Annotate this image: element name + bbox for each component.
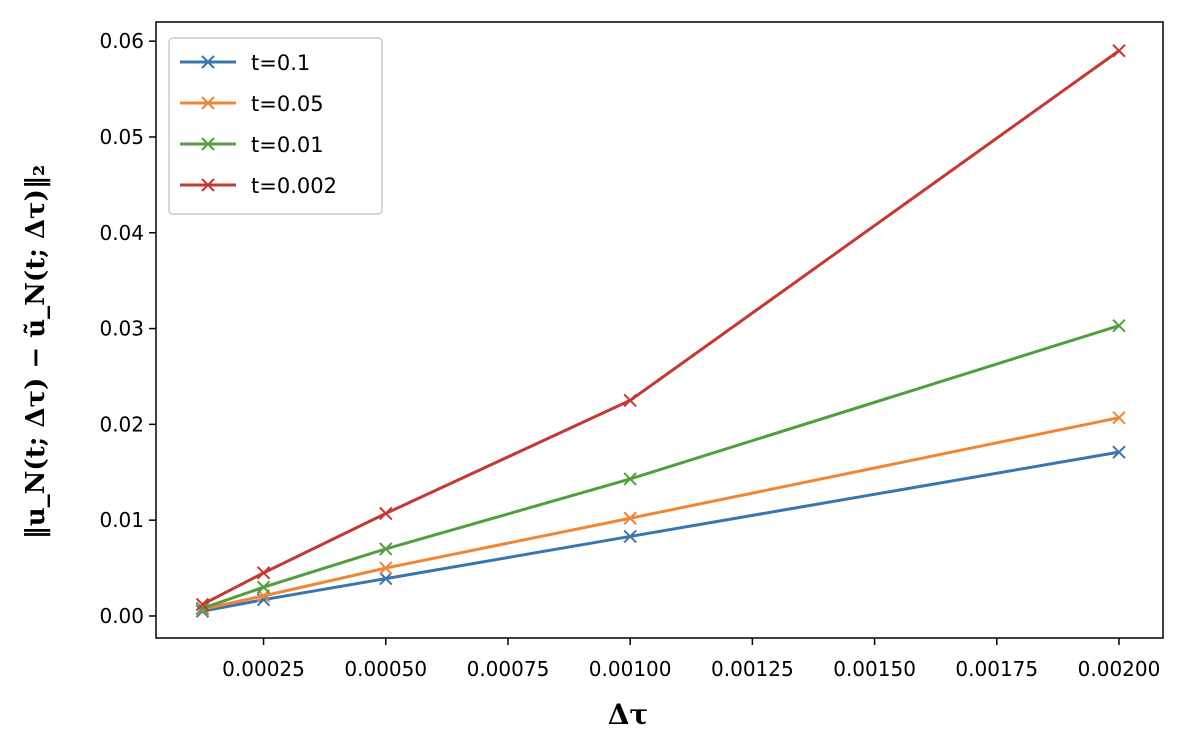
data-point: [1112, 445, 1126, 459]
data-point: [623, 393, 637, 408]
x-tick-label: 0.00150: [833, 657, 916, 681]
data-point: [1112, 318, 1126, 333]
data-point: [623, 511, 637, 525]
data-point: [379, 571, 393, 586]
legend-label: t=0.1: [251, 51, 310, 75]
legend-label: t=0.05: [251, 92, 324, 116]
y-tick-label: 0.01: [99, 508, 144, 532]
x-axis-label: Δτ: [608, 698, 649, 731]
series-2: [195, 318, 1126, 616]
data-point: [379, 506, 393, 521]
data-point: [256, 566, 271, 580]
y-axis-label: ‖u_N(t; Δτ) − ũ_N(t; Δτ)‖₂: [21, 165, 51, 539]
data-point: [1112, 44, 1126, 58]
legend: t=0.1 t=0.05 t=0.01 t=0.002: [168, 37, 383, 215]
legend-marker: [201, 178, 215, 192]
x-tick-label: 0.00025: [222, 657, 305, 681]
legend-marker: [201, 55, 215, 69]
plot-frame: [155, 21, 1164, 639]
legend-label: t=0.01: [251, 133, 324, 157]
y-tick-label: 0.06: [99, 29, 144, 53]
legend-marker: [201, 96, 215, 110]
series-line: [202, 450, 1120, 613]
x-tick-label: 0.00050: [344, 657, 427, 681]
legend-box: [168, 37, 383, 215]
series-layer: [195, 44, 1126, 618]
legend-item: t=0.01: [180, 133, 324, 157]
x-tick-label: 0.00125: [711, 657, 794, 681]
x-tick-label: 0.00175: [955, 657, 1038, 681]
y-tick-label: 0.03: [99, 317, 144, 341]
data-point: [1112, 410, 1126, 425]
y-axis: 0.00 0.01 0.02 0.03 0.04 0.05 0.06: [99, 29, 156, 628]
series-1: [195, 410, 1126, 616]
series-line: [202, 416, 1120, 611]
series-line: [201, 324, 1120, 610]
y-tick-label: 0.02: [99, 412, 144, 436]
data-point: [195, 601, 210, 616]
data-point: [379, 542, 393, 556]
legend-item: t=0.002: [180, 174, 337, 198]
x-tick-label: 0.00200: [1078, 657, 1161, 681]
legend-item: t=0.1: [180, 51, 310, 75]
legend-item: t=0.05: [180, 92, 324, 116]
series-0: [195, 445, 1126, 618]
x-tick-label: 0.00075: [467, 657, 550, 681]
data-point: [623, 529, 637, 544]
data-point: [256, 580, 271, 594]
y-tick-label: 0.04: [99, 221, 144, 245]
data-point: [379, 561, 393, 575]
legend-label: t=0.002: [251, 174, 337, 198]
series-3: [195, 44, 1126, 612]
data-point: [623, 472, 637, 486]
x-tick-label: 0.00100: [589, 657, 672, 681]
legend-marker: [201, 137, 215, 151]
x-axis: 0.00025 0.00050 0.00075 0.00100 0.00125 0.001…: [222, 638, 1160, 681]
y-tick-label: 0.05: [99, 125, 144, 149]
y-tick-label: 0.00: [99, 604, 144, 628]
data-point: [195, 597, 210, 612]
